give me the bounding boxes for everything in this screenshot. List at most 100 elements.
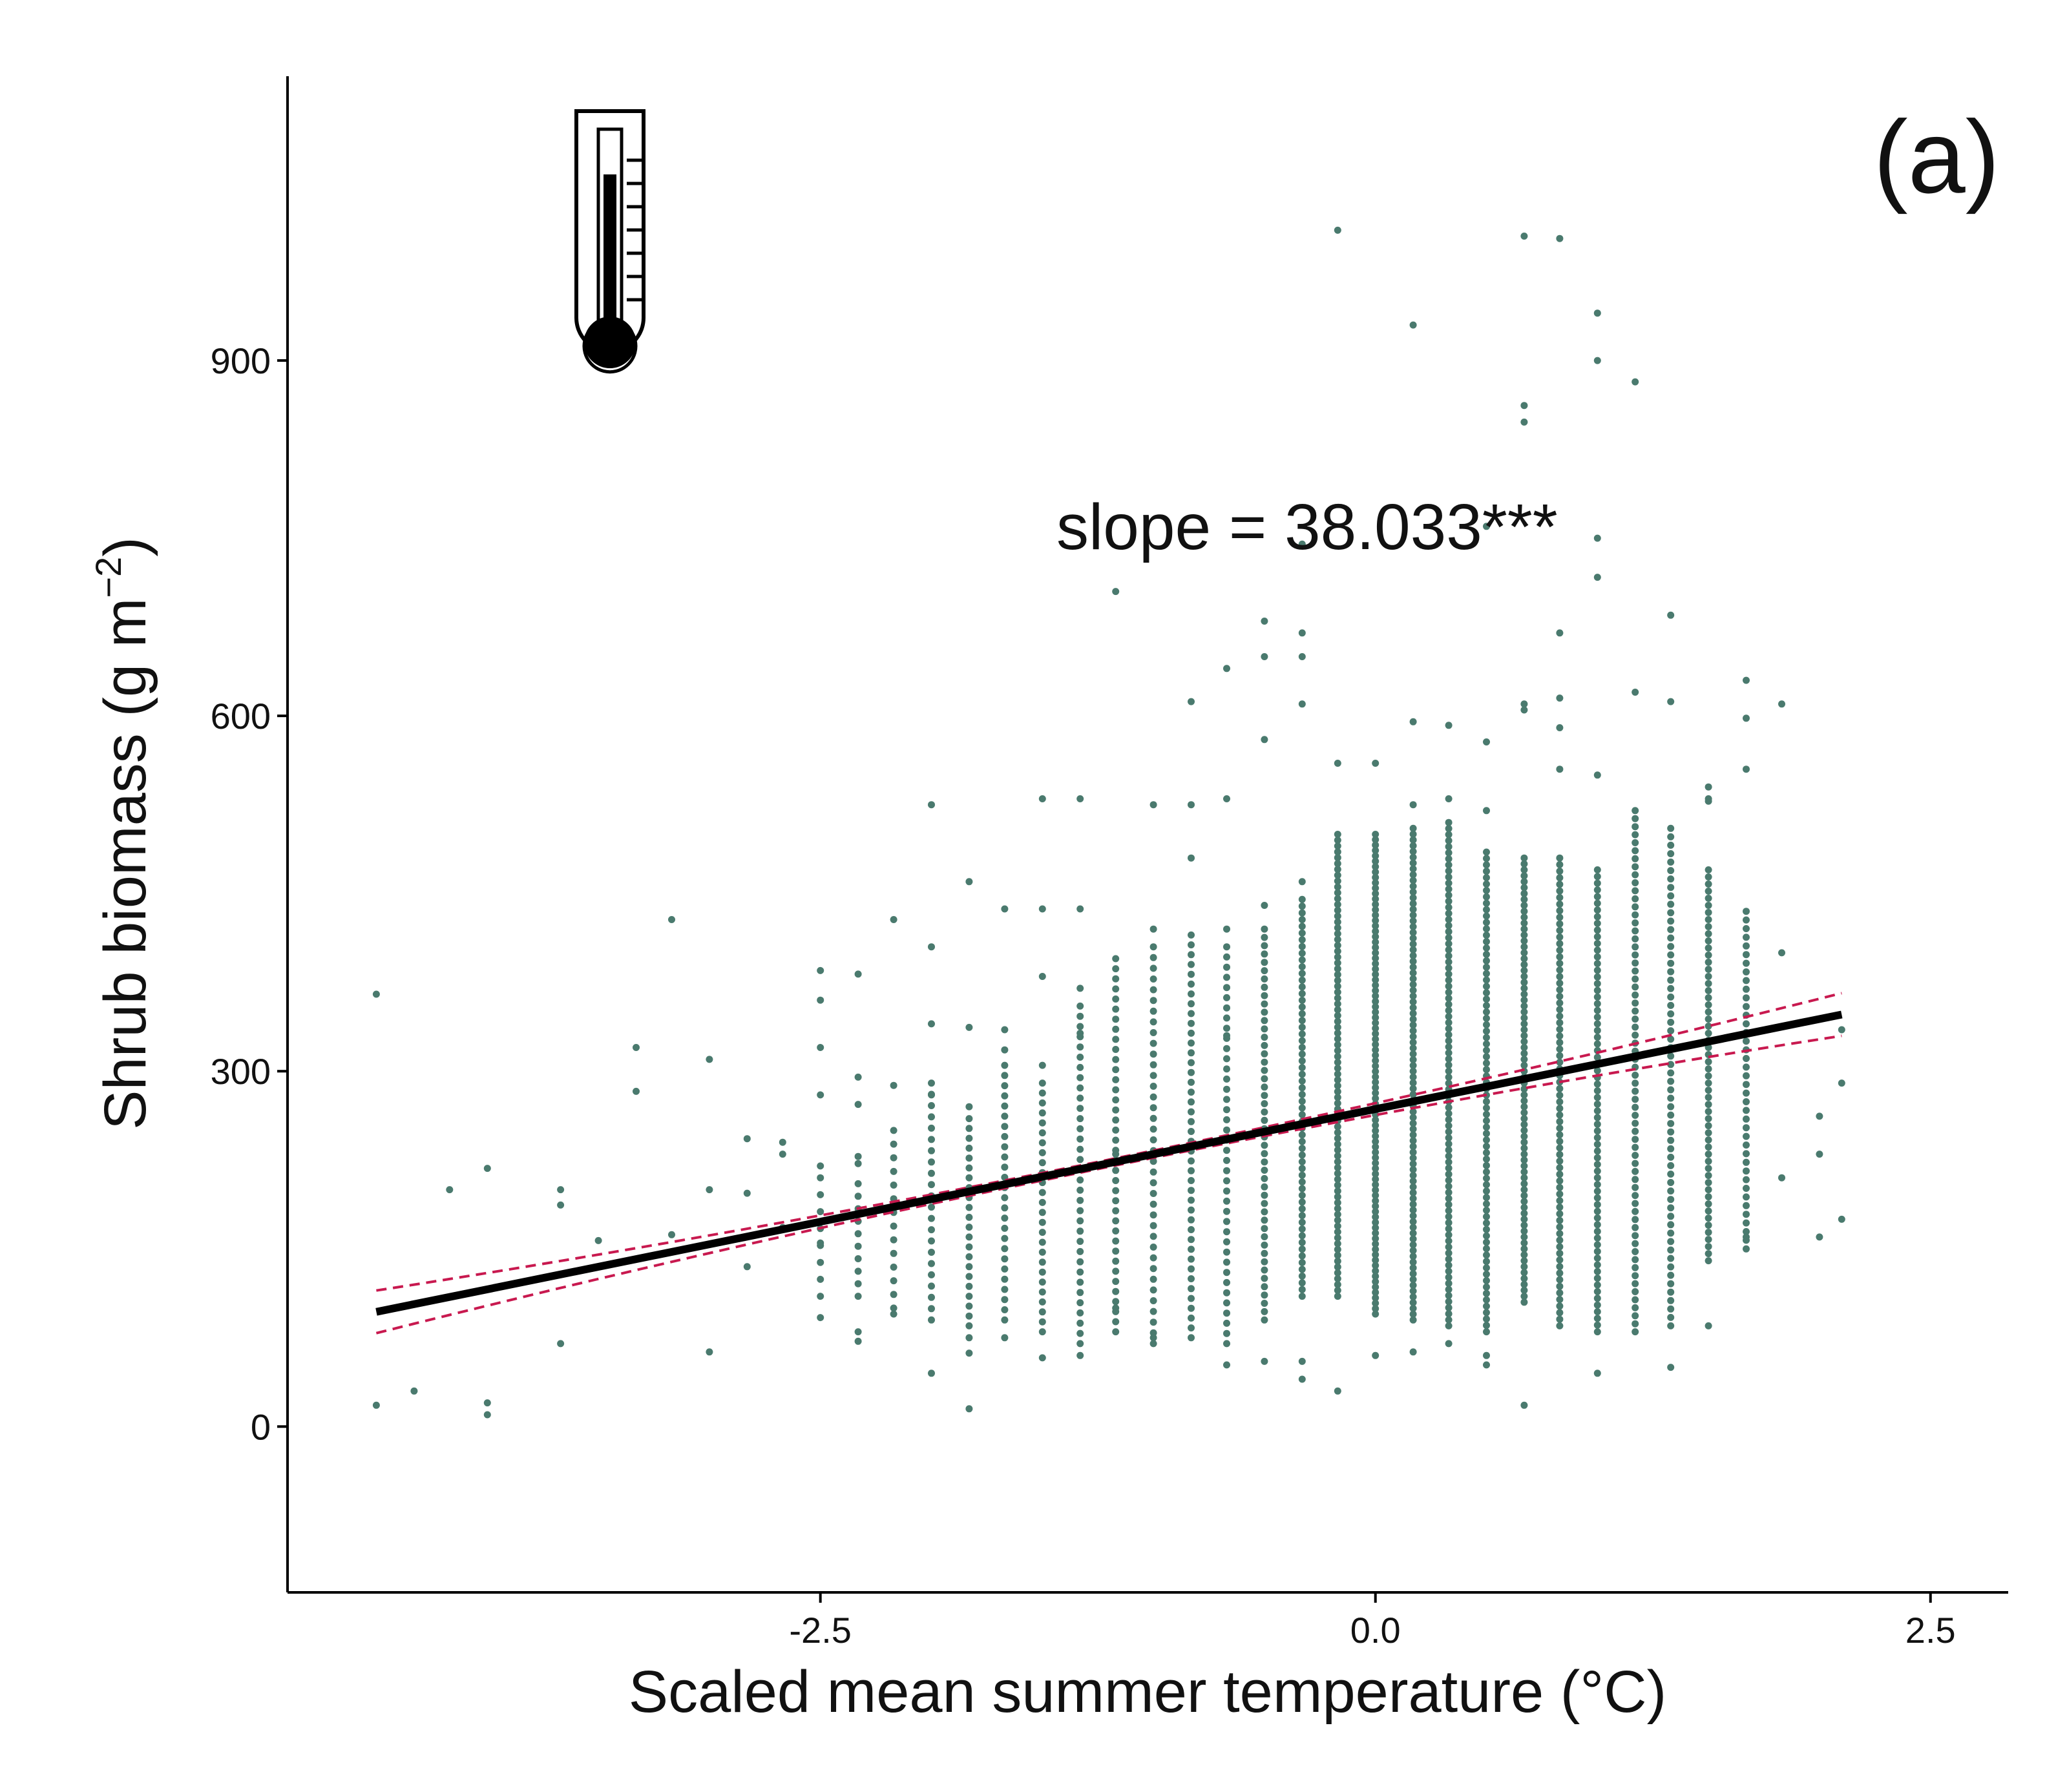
data-point [1556, 999, 1564, 1007]
data-point [817, 1191, 824, 1198]
data-points [372, 226, 1845, 1419]
data-point [854, 1180, 862, 1187]
data-point [1409, 1160, 1417, 1168]
data-point [1520, 402, 1528, 410]
data-point [1372, 1192, 1380, 1199]
data-point [1188, 1019, 1195, 1027]
data-point [1112, 1096, 1120, 1104]
data-point [1483, 989, 1490, 997]
data-point [1409, 1027, 1417, 1035]
data-point [1149, 1007, 1157, 1015]
data-point [965, 1203, 973, 1211]
data-point [817, 1162, 824, 1170]
data-point [1556, 1216, 1564, 1224]
data-point [1445, 904, 1453, 912]
data-point [1372, 1014, 1380, 1021]
data-point [1076, 1319, 1084, 1327]
data-point [1483, 1162, 1490, 1169]
data-point [1520, 1132, 1528, 1140]
data-point [965, 1312, 973, 1320]
data-point [1705, 1243, 1712, 1251]
data-point [1188, 1196, 1195, 1204]
data-point [1409, 1200, 1417, 1208]
data-point [1409, 940, 1417, 948]
data-point [1076, 1054, 1084, 1061]
data-point [1261, 618, 1268, 625]
data-point [1743, 1098, 1750, 1105]
data-point [1261, 983, 1268, 991]
data-point [1298, 1111, 1306, 1118]
data-point [1520, 985, 1528, 992]
data-point [1556, 1157, 1564, 1165]
data-point [1445, 1158, 1453, 1166]
data-point [1409, 1033, 1417, 1041]
data-point [1372, 1181, 1380, 1189]
data-point [1334, 1152, 1341, 1160]
data-point [1520, 700, 1528, 708]
data-point [1298, 700, 1306, 708]
data-point [1520, 1174, 1528, 1182]
data-point [1261, 1283, 1268, 1291]
data-point [854, 1328, 862, 1336]
data-point [1520, 902, 1528, 909]
data-point [1149, 1179, 1157, 1187]
data-point [1334, 918, 1341, 926]
data-point [779, 1138, 786, 1146]
data-point [1445, 1067, 1453, 1075]
data-point [1593, 1040, 1601, 1048]
data-point [1593, 946, 1601, 954]
data-point [1298, 929, 1306, 937]
data-point [1705, 1214, 1712, 1222]
data-point [1372, 901, 1380, 908]
data-point [1372, 992, 1380, 1000]
data-point [1334, 1035, 1341, 1043]
data-point [1261, 975, 1268, 983]
data-point [1112, 1298, 1120, 1306]
data-point [965, 1023, 973, 1031]
data-point [1298, 1090, 1306, 1098]
data-point [1038, 1139, 1046, 1147]
data-point [1705, 937, 1712, 944]
data-point [1149, 925, 1157, 933]
data-point [1409, 1241, 1417, 1249]
data-point [1223, 1361, 1230, 1369]
data-point [1038, 795, 1046, 802]
data-point [928, 1079, 935, 1087]
data-point [1705, 916, 1712, 923]
data-point [1556, 913, 1564, 921]
data-point [1483, 1251, 1490, 1259]
data-point [1372, 1245, 1380, 1253]
data-point [1334, 1387, 1341, 1395]
data-point [1445, 1340, 1453, 1348]
data-point [1188, 931, 1195, 939]
data-point [1520, 1239, 1528, 1247]
data-point [1223, 1228, 1230, 1236]
data-point [1149, 997, 1157, 1005]
data-point [1223, 1319, 1230, 1327]
data-point [1667, 1128, 1675, 1136]
data-point [1632, 1143, 1639, 1151]
data-point [928, 801, 935, 809]
data-point [1261, 1083, 1268, 1091]
y-axis-title-close: ) [92, 537, 158, 557]
data-point [1705, 795, 1712, 802]
data-point [1334, 1228, 1341, 1236]
data-point [1483, 807, 1490, 815]
data-point [1705, 909, 1712, 916]
data-point [1705, 1101, 1712, 1109]
data-point [1038, 1079, 1046, 1087]
data-point [1483, 1110, 1490, 1118]
data-point [1076, 1125, 1084, 1132]
data-point [1076, 1258, 1084, 1266]
data-point [1445, 952, 1453, 960]
data-point [1593, 1034, 1601, 1041]
data-point [1593, 1087, 1601, 1094]
data-point [1372, 1218, 1380, 1226]
data-point [1593, 1370, 1601, 1377]
data-point [1743, 1158, 1750, 1166]
data-point [1223, 795, 1230, 802]
data-point [1483, 1098, 1490, 1105]
data-point [1223, 1289, 1230, 1297]
data-point [1223, 1126, 1230, 1134]
data-point [706, 1056, 713, 1063]
